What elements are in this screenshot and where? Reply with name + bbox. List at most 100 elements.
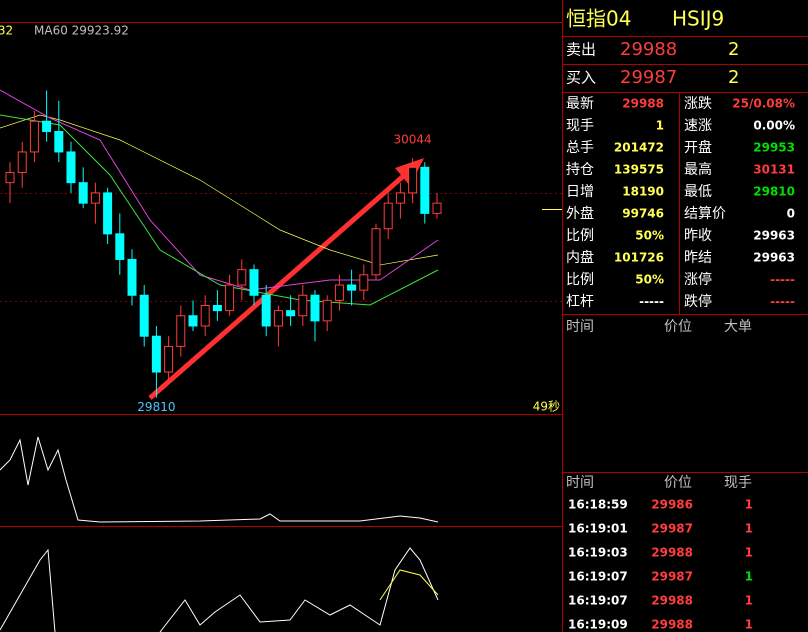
stat-value: 99746	[622, 207, 664, 221]
candles: 30044 29810	[5, 90, 442, 414]
ma-label: MA60 29923.92	[34, 24, 129, 38]
stat-value: -----	[770, 273, 795, 287]
candle-body	[212, 305, 222, 312]
trade-time: 16:19:07	[568, 570, 628, 584]
stat-value: 0.00%	[753, 119, 795, 133]
candle-body	[66, 151, 76, 184]
stat-label: 持仓	[566, 162, 594, 178]
candle-body	[273, 310, 283, 327]
stat-label: 速涨	[684, 118, 712, 134]
trade-time: 16:19:07	[568, 594, 628, 608]
stat-label: 总手	[566, 140, 594, 156]
trade-qty: 1	[745, 522, 753, 536]
low-label: 29810	[137, 400, 175, 414]
stat-label: 昨收	[684, 228, 712, 244]
stat-value: 50%	[635, 273, 664, 287]
candle-body	[29, 120, 39, 153]
stat-value: 50%	[635, 229, 664, 243]
trade-price: 29987	[651, 522, 693, 536]
column-header: 大单	[724, 319, 752, 335]
stat-value: 29963	[753, 251, 795, 265]
candle-body	[420, 166, 430, 214]
candle-body	[371, 228, 381, 276]
stat-value: 0	[787, 207, 795, 221]
candle-body	[5, 171, 15, 184]
candle-body	[90, 192, 100, 204]
stat-label: 最新	[566, 96, 594, 112]
stat-value: 1	[656, 119, 664, 133]
candle-body	[383, 202, 393, 230]
candle-body	[249, 269, 259, 296]
column-header: 时间	[566, 475, 594, 491]
candle-body	[54, 130, 64, 153]
candle-body	[176, 315, 186, 347]
column-header: 时间	[566, 319, 594, 335]
candle-body	[359, 274, 369, 291]
trade-qty: 1	[745, 594, 753, 608]
candle-body	[42, 120, 52, 132]
contract-code: HSIJ9	[672, 7, 724, 31]
trade-qty: 1	[745, 618, 753, 632]
candle-body	[115, 233, 125, 260]
candle-body	[103, 192, 113, 235]
trade-price: 29988	[651, 594, 693, 608]
stat-value: 30131	[753, 163, 795, 177]
column-header: 价位	[664, 319, 692, 335]
stat-value: 201472	[614, 141, 664, 155]
candle-body	[139, 294, 149, 337]
stat-label: 内盘	[566, 249, 594, 266]
candle-body	[334, 284, 344, 301]
trade-time: 16:19:03	[568, 546, 628, 560]
candle-body	[432, 202, 442, 214]
quote-qty: 2	[728, 39, 739, 60]
quote-label: 卖出	[566, 41, 596, 59]
stat-label: 日增	[566, 184, 594, 200]
high-label: 30044	[394, 133, 432, 147]
candle-body	[237, 269, 247, 286]
countdown: 49秒	[533, 400, 560, 414]
trade-price: 29988	[651, 618, 693, 632]
candle-body	[408, 166, 418, 194]
candle-body	[261, 294, 271, 327]
indicator-lines	[0, 89, 439, 632]
candle-body	[200, 305, 210, 327]
trade-qty: 1	[745, 498, 753, 512]
candle-body	[298, 294, 308, 317]
candle-body	[286, 310, 296, 317]
trade-price: 29987	[651, 570, 693, 584]
stat-label: 开盘	[684, 139, 712, 156]
candle-body	[225, 284, 235, 312]
candle-body	[151, 335, 161, 373]
stat-label: 外盘	[566, 205, 594, 222]
stat-label: 最低	[684, 184, 712, 200]
stat-label: 现手	[566, 118, 594, 134]
stat-label: 跌停	[684, 293, 712, 310]
trade-price: 29988	[651, 546, 693, 560]
candle-body	[322, 299, 332, 322]
stat-value: 29988	[622, 97, 664, 111]
candle-body	[347, 284, 357, 291]
quote-price: 29988	[620, 39, 677, 60]
quote-price: 29987	[620, 67, 677, 88]
stat-label: 结算价	[684, 206, 726, 222]
stat-label: 昨结	[684, 250, 712, 266]
contract-name: 恒指04	[566, 7, 631, 31]
trade-qty: 1	[745, 570, 753, 584]
candle-body	[310, 294, 320, 322]
trade-time: 16:19:09	[568, 618, 628, 632]
candle-body	[188, 315, 198, 327]
stat-value: 25/0.08%	[732, 97, 795, 111]
trade-time: 16:19:01	[568, 522, 628, 536]
stat-value: -----	[639, 295, 664, 309]
stat-value: 29963	[753, 229, 795, 243]
trade-price: 29986	[651, 498, 693, 512]
candle-body	[127, 258, 137, 296]
ma-cut: .32	[0, 24, 13, 38]
stat-value: 18190	[622, 185, 664, 199]
column-header: 价位	[664, 475, 692, 491]
stat-label: 涨跌	[684, 96, 712, 112]
stat-value: 139575	[614, 163, 664, 177]
candle-body	[78, 182, 88, 204]
